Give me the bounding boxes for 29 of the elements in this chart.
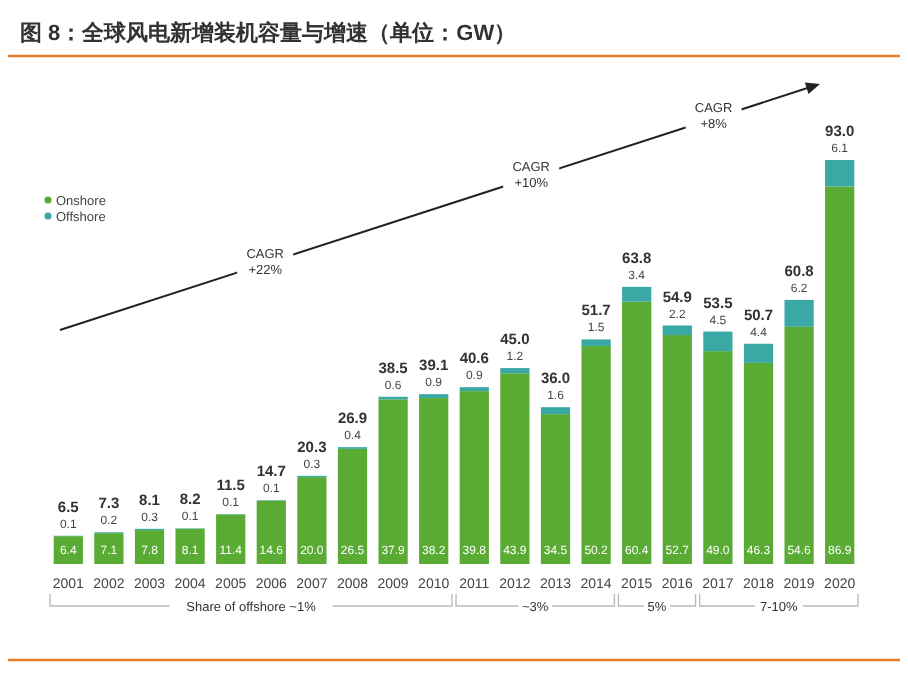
bar <box>662 325 692 336</box>
bar <box>703 351 733 564</box>
bar <box>825 186 855 564</box>
bar <box>216 514 246 564</box>
bar <box>337 448 368 564</box>
bar <box>297 477 327 564</box>
bar <box>378 399 408 564</box>
bar <box>540 414 571 564</box>
bar <box>784 299 814 327</box>
bar <box>825 160 855 187</box>
bar <box>784 326 814 564</box>
bar <box>256 500 286 564</box>
bar <box>743 343 774 363</box>
bar <box>419 398 449 564</box>
bar <box>175 528 205 564</box>
bar <box>622 301 652 564</box>
bar <box>622 286 652 302</box>
bar <box>500 373 530 564</box>
bar <box>134 530 165 564</box>
bar <box>703 331 733 352</box>
bar <box>500 368 530 374</box>
bar <box>459 391 489 564</box>
chart-title: 图 8：全球风电新增装机容量与增速（单位：GW） <box>20 20 517 46</box>
bar <box>581 345 611 564</box>
bar <box>540 407 571 415</box>
bar <box>94 533 124 564</box>
bar <box>581 339 611 346</box>
bar <box>662 335 692 564</box>
bar <box>743 362 774 564</box>
